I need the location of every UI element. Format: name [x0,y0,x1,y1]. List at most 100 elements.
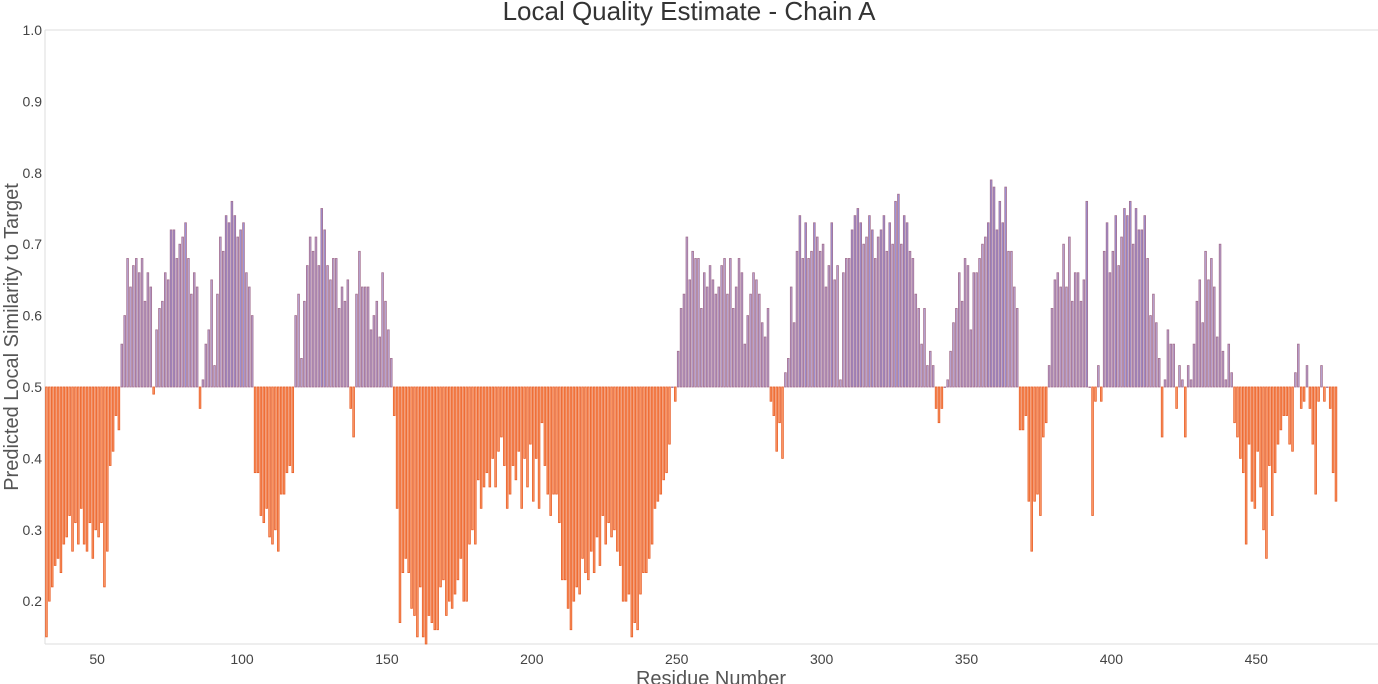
bar-residue-372 [1030,386,1033,552]
bar-residue-436 [1215,336,1219,388]
bar-residue-298 [816,236,819,388]
y-tick-label: 0.5 [23,379,43,395]
bar-residue-380 [1053,279,1057,388]
bar-residue-289 [789,286,793,388]
bar-residue-268 [729,258,732,388]
bar-residue-250 [676,350,680,388]
bar-residue-293 [801,258,805,388]
bar-residue-42 [74,386,77,524]
bar-residue-423 [1178,365,1181,388]
bar-residue-277 [755,279,758,388]
bar-residue-115 [285,386,289,474]
x-tick-label: 400 [1100,651,1124,667]
bar-residue-126 [317,265,321,388]
bar-residue-437 [1218,243,1222,388]
bar-residue-229 [616,386,619,552]
bar-residue-155 [401,386,405,574]
bar-residue-174 [456,386,460,581]
bar-residue-76 [172,229,176,388]
y-tick-label: 0.9 [23,93,43,109]
bar-residue-350 [966,265,970,388]
bar-residue-443 [1236,386,1239,438]
bar-residue-418 [1163,379,1167,388]
bar-residue-342 [943,386,947,388]
bar-residue-420 [1169,343,1173,388]
y-tick-label: 1.0 [23,22,43,38]
bar-residue-172 [450,386,454,609]
bar-residue-223 [598,386,602,566]
bar-residue-371 [1027,386,1031,502]
bar-residue-331 [911,258,915,388]
bar-residue-471 [1317,386,1320,402]
bar-residue-352 [972,272,976,388]
bar-residue-63 [135,258,138,388]
bar-residue-230 [618,386,622,566]
bar-residue-309 [847,258,851,388]
bar-residue-415 [1155,322,1158,388]
bar-residue-254 [688,279,692,388]
bar-residue-37 [59,386,63,574]
bar-residue-264 [717,286,721,388]
bar-residue-287 [784,372,787,388]
bar-residue-192 [508,386,512,495]
bar-residue-131 [332,258,335,388]
bar-residue-362 [1001,222,1004,388]
bar-residue-164 [427,386,431,616]
bar-residue-462 [1291,386,1294,452]
bar-residue-168 [439,386,442,588]
bar-residue-266 [723,258,726,388]
bar-residue-243 [656,386,660,502]
bar-residue-95 [227,222,231,388]
bar-residue-106 [259,386,263,516]
bar-residue-286 [781,386,784,459]
bar-residue-432 [1204,250,1207,388]
bar-residue-321 [882,215,886,388]
bar-residue-366 [1013,286,1016,388]
bar-residue-233 [627,386,631,595]
bar-residue-96 [230,200,234,388]
bar-residue-389 [1079,300,1083,388]
bar-residue-244 [659,386,663,495]
bar-residue-72 [161,300,164,388]
bar-residue-365 [1010,250,1013,388]
bar-residue-409 [1137,229,1141,388]
bar-residue-143 [366,286,370,388]
bar-residue-294 [804,222,807,388]
bar-residue-426 [1186,365,1190,388]
bar-residue-337 [929,350,932,388]
bar-residue-361 [998,200,1002,388]
bar-residue-104 [253,386,257,474]
bar-residue-222 [595,386,599,538]
bar-residue-413 [1149,315,1152,388]
bar-residue-385 [1068,236,1071,388]
bar-residue-203 [540,386,544,424]
bar-residue-32 [45,386,48,638]
bar-residue-346 [955,308,958,388]
bar-residue-308 [845,258,848,388]
bar-residue-464 [1297,343,1300,388]
bar-residue-177 [465,386,468,602]
bar-residue-41 [71,386,74,552]
bar-residue-90 [213,365,216,388]
bar-residue-272 [740,272,744,388]
bar-residue-153 [395,386,399,509]
bar-residue-36 [56,386,60,559]
bar-residue-318 [873,258,877,388]
bar-residue-399 [1108,272,1112,388]
bar-residue-473 [1323,386,1326,402]
bar-residue-44 [79,386,83,509]
bar-residue-388 [1076,272,1080,388]
bar-residue-121 [303,300,306,388]
bar-residue-204 [543,386,547,466]
bar-residue-144 [369,329,373,388]
bar-residue-97 [233,215,237,388]
bar-residue-99 [239,229,242,388]
bar-residue-326 [897,193,900,388]
bar-residue-240 [647,386,651,559]
bar-residue-47 [88,386,92,524]
bar-residue-91 [216,293,219,388]
bar-residue-270 [734,286,738,388]
bar-residue-425 [1184,386,1187,438]
bar-residue-123 [308,236,312,388]
bar-residue-260 [705,286,709,388]
